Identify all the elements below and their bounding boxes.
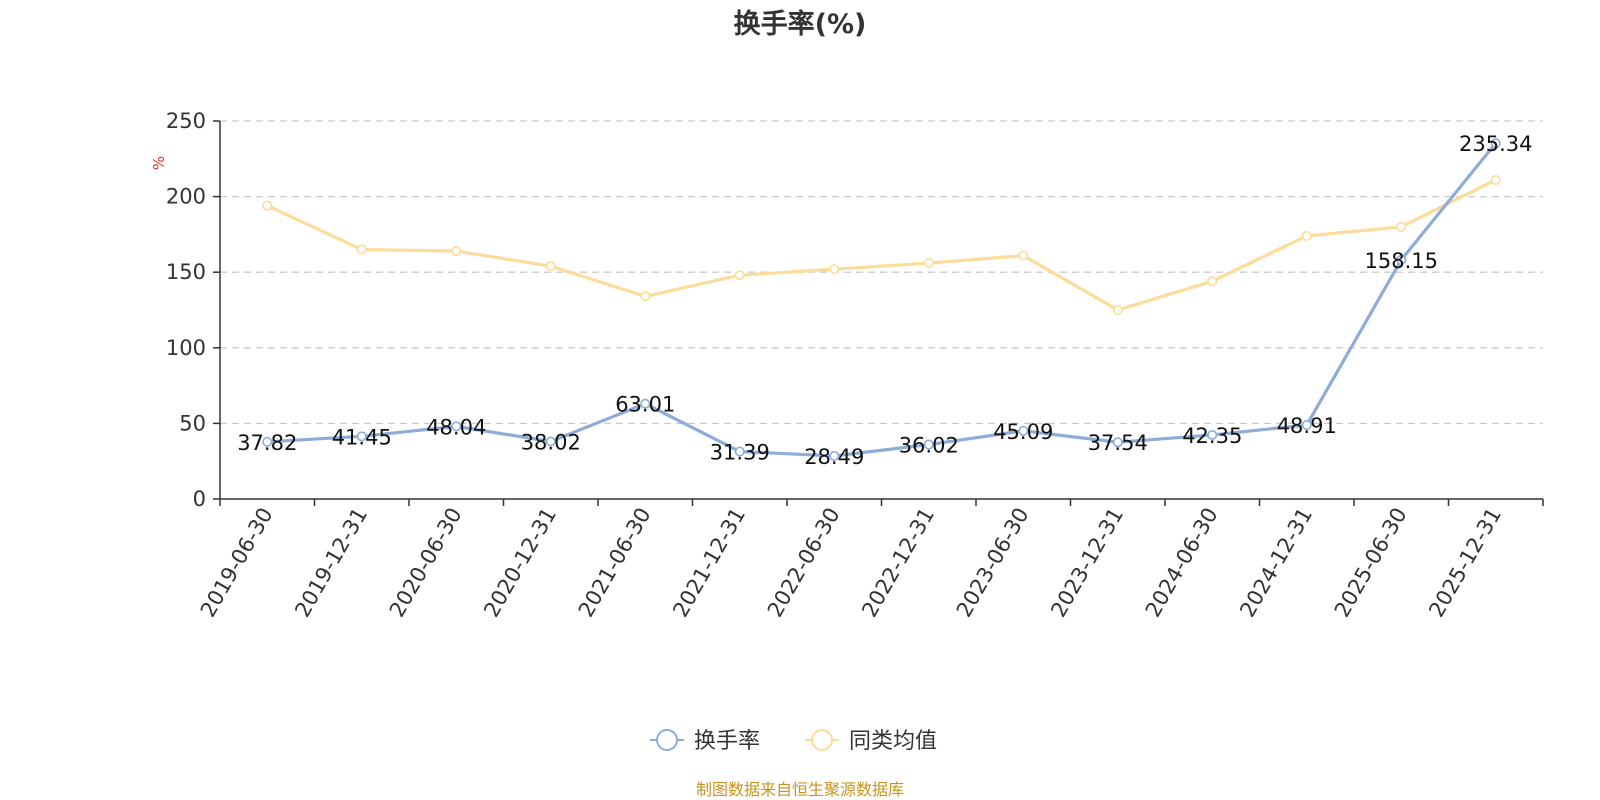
x-tick-label: 2023-06-30 bbox=[952, 504, 1034, 622]
data-label: 31.39 bbox=[710, 441, 770, 465]
data-point[interactable] bbox=[829, 264, 840, 275]
data-point[interactable] bbox=[356, 244, 367, 255]
y-tick-label: 0 bbox=[193, 487, 206, 511]
data-point[interactable] bbox=[734, 446, 745, 457]
x-tick-label: 2025-12-31 bbox=[1424, 504, 1506, 622]
data-point[interactable] bbox=[356, 431, 367, 442]
chart-title: 换手率(%) bbox=[734, 8, 867, 40]
source-note: 制图数据来自恒生聚源数据库 bbox=[696, 780, 904, 799]
x-tick-label: 2021-06-30 bbox=[574, 504, 656, 622]
data-point[interactable] bbox=[829, 450, 840, 461]
y-tick-label: 50 bbox=[179, 411, 206, 435]
x-tick-label: 2022-06-30 bbox=[763, 504, 845, 622]
data-label: 37.82 bbox=[237, 431, 297, 455]
data-label: 42.35 bbox=[1182, 424, 1242, 448]
data-label: 41.45 bbox=[332, 425, 392, 449]
series-peer-average bbox=[262, 174, 1501, 315]
data-label: 45.09 bbox=[993, 420, 1053, 444]
data-point[interactable] bbox=[1301, 420, 1312, 431]
data-point[interactable] bbox=[640, 291, 651, 302]
legend-marker-peer-average bbox=[811, 729, 833, 751]
data-point[interactable] bbox=[640, 398, 651, 409]
data-point[interactable] bbox=[1018, 425, 1029, 436]
data-point[interactable] bbox=[1207, 276, 1218, 287]
data-label: 158.15 bbox=[1365, 249, 1438, 273]
series-line bbox=[267, 142, 1497, 458]
legend-item-peer-average[interactable]: 同类均值 bbox=[805, 729, 937, 754]
data-label: 235.34 bbox=[1459, 132, 1532, 156]
legend-label-turnover: 换手率 bbox=[694, 729, 760, 754]
data-point[interactable] bbox=[1396, 221, 1407, 232]
data-point[interactable] bbox=[1207, 429, 1218, 440]
data-label: 48.91 bbox=[1277, 414, 1337, 438]
series-line bbox=[266, 178, 1497, 312]
x-tick-label: 2020-12-31 bbox=[479, 504, 561, 622]
data-point[interactable] bbox=[1490, 174, 1501, 185]
data-point[interactable] bbox=[1301, 230, 1312, 241]
data-point[interactable] bbox=[923, 258, 934, 269]
x-tick-label: 2019-12-31 bbox=[290, 504, 372, 622]
data-point[interactable] bbox=[545, 261, 556, 272]
legend-marker-turnover bbox=[656, 729, 678, 751]
data-label: 63.01 bbox=[615, 393, 675, 417]
data-point[interactable] bbox=[923, 439, 934, 450]
data-point[interactable] bbox=[1112, 304, 1123, 315]
legend: 换手率 同类均值 bbox=[650, 729, 937, 754]
data-point[interactable] bbox=[1490, 138, 1501, 149]
y-axis-unit: % bbox=[150, 156, 168, 170]
data-labels: 37.82 41.45 48.04 38.02 63.01 31.39 28.49 36.02… bbox=[237, 132, 1532, 469]
data-label: 37.54 bbox=[1088, 431, 1148, 455]
data-point[interactable] bbox=[734, 270, 745, 281]
data-point[interactable] bbox=[1396, 254, 1407, 265]
legend-item-turnover[interactable]: 换手率 bbox=[650, 729, 760, 754]
y-tick-label: 250 bbox=[166, 109, 206, 133]
data-point[interactable] bbox=[451, 246, 462, 257]
data-point[interactable] bbox=[262, 200, 273, 211]
data-label: 28.49 bbox=[804, 445, 864, 469]
data-point[interactable] bbox=[545, 436, 556, 447]
data-point[interactable] bbox=[451, 421, 462, 432]
data-point[interactable] bbox=[262, 436, 273, 447]
y-tick-label: 150 bbox=[166, 260, 206, 284]
data-label: 36.02 bbox=[899, 434, 959, 458]
x-tick-label: 2024-12-31 bbox=[1235, 504, 1317, 622]
legend-label-peer-average: 同类均值 bbox=[849, 729, 937, 754]
y-tick-label: 100 bbox=[166, 336, 206, 360]
x-tick-label: 2025-06-30 bbox=[1330, 504, 1412, 622]
series-turnover bbox=[262, 138, 1501, 461]
data-point[interactable] bbox=[1112, 437, 1123, 448]
data-point[interactable] bbox=[1018, 250, 1029, 261]
x-tick-label: 2020-06-30 bbox=[385, 504, 467, 622]
x-tick-label: 2019-06-30 bbox=[196, 504, 278, 622]
x-tick-label: 2021-12-31 bbox=[668, 504, 750, 622]
x-tick-label: 2022-12-31 bbox=[857, 504, 939, 622]
x-tick-label: 2024-06-30 bbox=[1141, 504, 1223, 622]
grid-lines bbox=[220, 120, 1543, 425]
x-tick-label: 2023-12-31 bbox=[1046, 504, 1128, 622]
series-layer bbox=[262, 138, 1501, 461]
y-tick-label: 200 bbox=[166, 185, 206, 209]
data-label: 48.04 bbox=[426, 415, 486, 439]
data-label: 38.02 bbox=[521, 431, 581, 455]
